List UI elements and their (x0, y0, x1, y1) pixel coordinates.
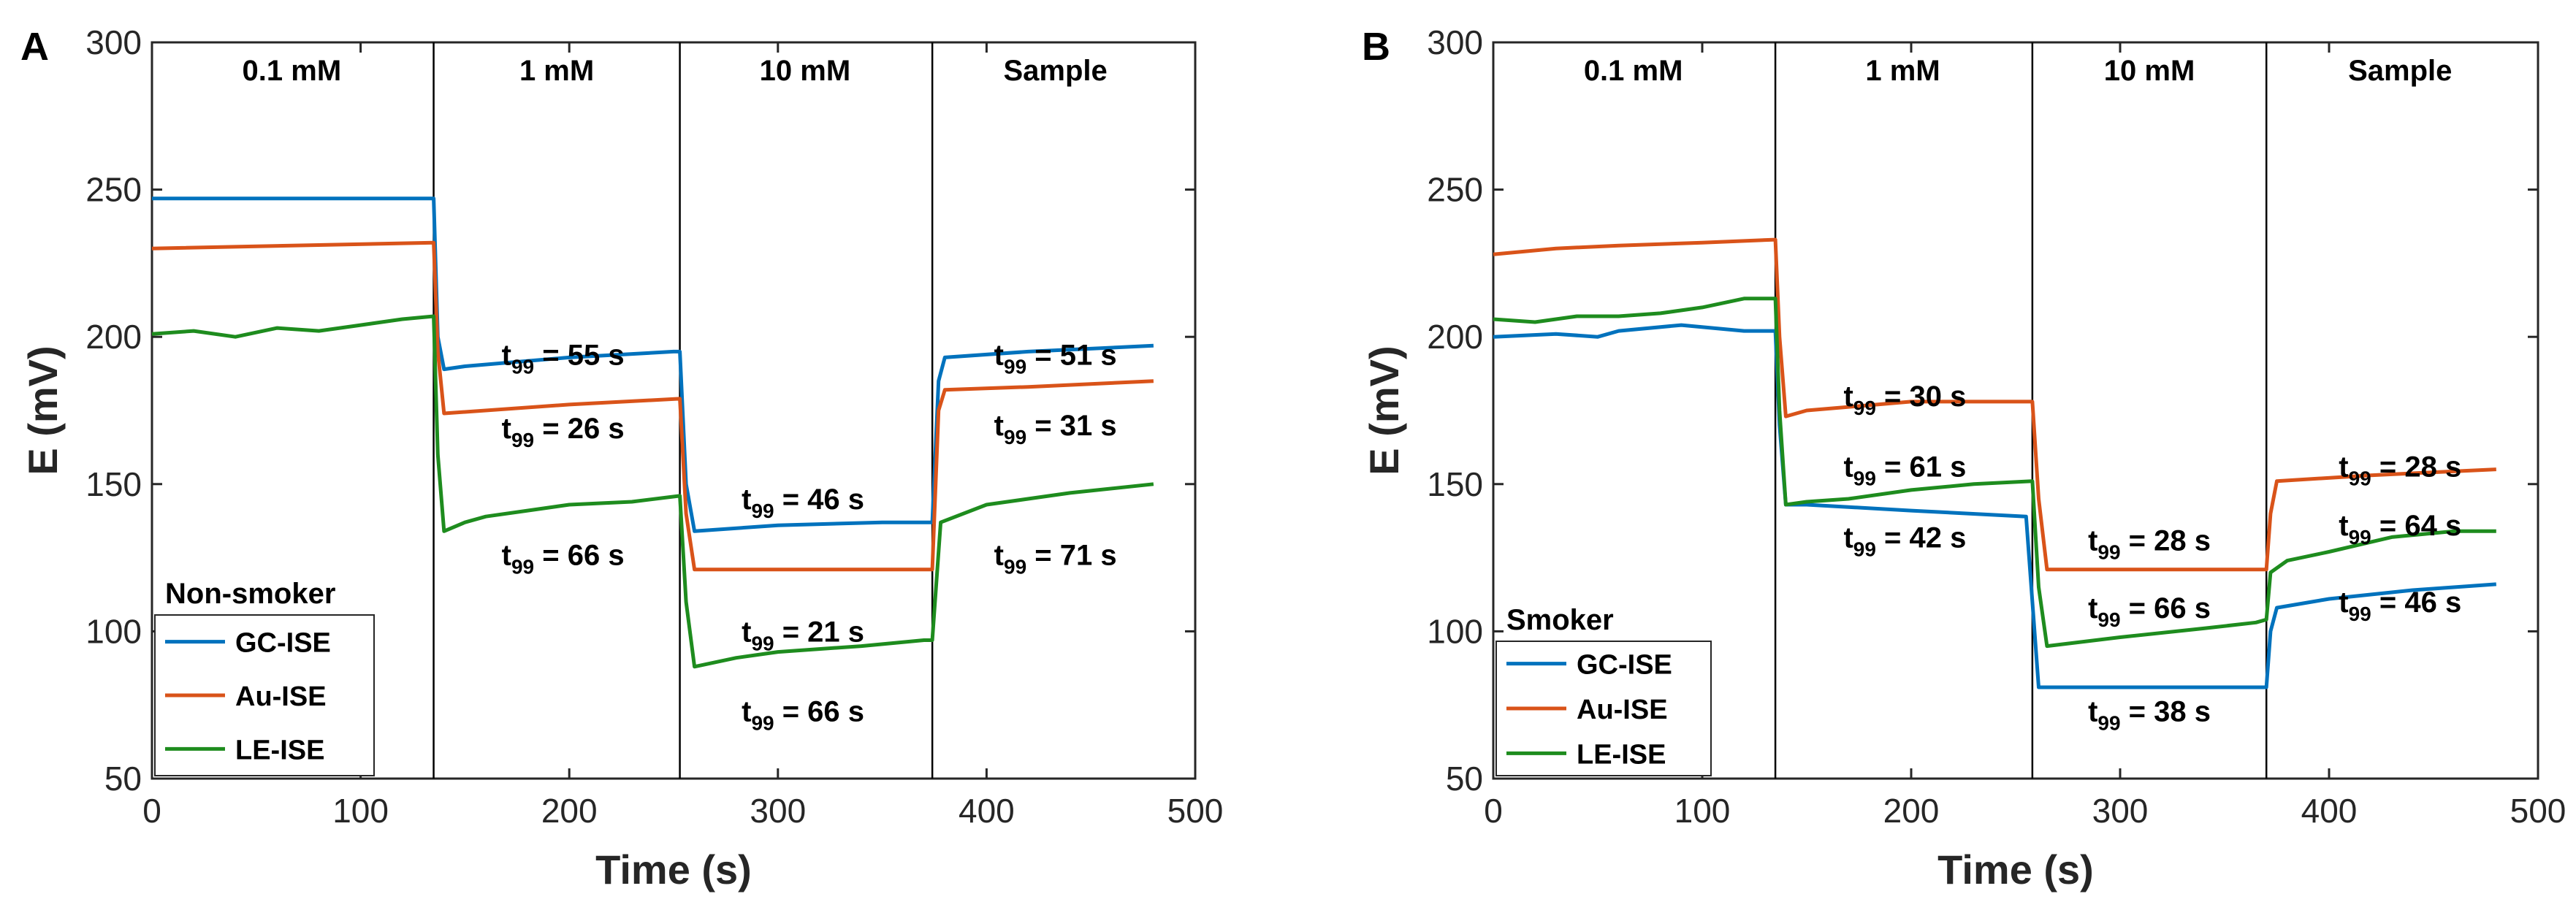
x-tick-label: 400 (2301, 792, 2358, 830)
concentration-label: Sample (2348, 55, 2452, 87)
x-tick-label: 500 (1167, 792, 1224, 830)
y-tick-label: 200 (1427, 318, 1483, 356)
t99-annotation: t99 = 66 s (742, 695, 864, 734)
y-tick-label: 300 (1427, 23, 1483, 61)
x-tick-label: 200 (541, 792, 598, 830)
t99-annotation: t99 = 42 s (1843, 521, 1966, 560)
y-axis-label: E (mV) (20, 345, 66, 475)
y-tick-label: 150 (85, 465, 142, 503)
y-tick-label: 50 (1446, 760, 1483, 798)
t99-annotation: t99 = 46 s (742, 484, 864, 522)
t99-annotation: t99 = 31 s (994, 410, 1117, 448)
concentration-label: 1 mM (1865, 55, 1940, 87)
x-axis-label: Time (s) (1937, 847, 2094, 893)
legend-entry: LE-ISE (1577, 739, 1666, 770)
x-tick-label: 300 (750, 792, 806, 830)
t99-annotation: t99 = 28 s (2339, 451, 2461, 490)
t99-annotation: t99 = 55 s (502, 339, 625, 378)
x-tick-label: 400 (959, 792, 1015, 830)
series-line-au-ise (151, 240, 1154, 572)
concentration-label: 10 mM (760, 55, 851, 87)
plot-area (1492, 41, 2539, 780)
t99-annotation: t99 = 38 s (2088, 695, 2211, 734)
series-line-gc-ise (1493, 323, 2496, 689)
y-tick-label: 150 (1427, 465, 1483, 503)
legend-title: Smoker (1506, 604, 1614, 636)
t99-annotation: t99 = 61 s (1843, 451, 1966, 490)
y-tick-label: 100 (85, 612, 142, 650)
legend-entry: GC-ISE (235, 628, 331, 659)
t99-annotation: t99 = 66 s (2088, 592, 2211, 631)
y-tick-label: 250 (1427, 171, 1483, 209)
y-tick-label: 50 (104, 760, 142, 798)
concentration-label: 0.1 mM (243, 55, 342, 87)
y-tick-label: 300 (85, 23, 142, 61)
concentration-label: 10 mM (2104, 55, 2195, 87)
t99-annotation: t99 = 46 s (2339, 586, 2461, 625)
y-tick-label: 250 (85, 171, 142, 209)
t99-annotation: t99 = 51 s (994, 339, 1117, 378)
series-line-gc-ise (152, 196, 1154, 533)
panel-a: 0 100 200 300 400 500 50 100 150 200 250 300 Time (s… (20, 23, 1223, 893)
legend-title: Non-smoker (165, 578, 335, 610)
t99-annotation: t99 = 30 s (1843, 381, 1966, 419)
t99-annotation: t99 = 28 s (2088, 524, 2211, 563)
series-line-le-ise (1493, 297, 2496, 649)
x-tick-label: 300 (2092, 792, 2149, 830)
y-tick-label: 200 (85, 318, 142, 356)
legend-entry: GC-ISE (1577, 650, 1672, 681)
y-tick-label: 100 (1427, 612, 1483, 650)
t99-annotation: t99 = 21 s (742, 616, 864, 654)
x-tick-label: 200 (1883, 792, 1940, 830)
x-axis-label: Time (s) (595, 847, 752, 893)
concentration-label: 0.1 mM (1584, 55, 1683, 87)
concentration-label: 1 mM (519, 55, 594, 87)
t99-annotation: t99 = 71 s (994, 540, 1117, 578)
t99-annotation: t99 = 64 s (2339, 510, 2461, 549)
series-line-le-ise (151, 314, 1154, 669)
series-line-au-ise (1493, 237, 2496, 572)
legend-entry: Au-ISE (1577, 695, 1668, 725)
x-tick-label: 100 (1674, 792, 1731, 830)
plot-area (150, 41, 1197, 780)
legend-entry: LE-ISE (235, 735, 324, 765)
x-tick-label: 0 (1484, 792, 1503, 830)
panel-b: 0 100 200 300 400 500 50 100 150 200 250 300 Time (s… (1361, 23, 2566, 893)
panel-label: B (1362, 25, 1390, 69)
t99-annotation: t99 = 26 s (502, 413, 625, 451)
legend-entry: Au-ISE (235, 681, 327, 712)
t99-annotation: t99 = 66 s (502, 540, 625, 578)
x-tick-label: 500 (2510, 792, 2567, 830)
x-tick-label: 0 (142, 792, 161, 830)
panel-label: A (20, 25, 49, 69)
x-tick-label: 100 (332, 792, 389, 830)
concentration-label: Sample (1003, 55, 1107, 87)
y-axis-label: E (mV) (1361, 345, 1407, 475)
